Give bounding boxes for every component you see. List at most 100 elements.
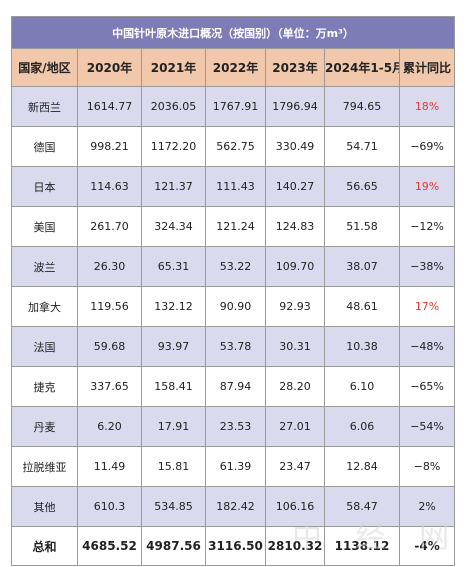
value-2022-cell: 23.53 (205, 406, 266, 447)
header-2022: 2022年 (205, 48, 266, 87)
table-row: 日本 114.63 121.37 111.43 140.27 56.65 19% (11, 166, 456, 207)
header-yoy: 累计同比 (398, 48, 456, 87)
header-2024: 2024年1-5月 (324, 48, 400, 87)
value-2024-cell: 56.65 (324, 166, 400, 207)
country-cell: 其他 (11, 486, 78, 527)
value-2021-cell: 65.31 (141, 246, 206, 287)
yoy-cell: −69% (398, 126, 456, 167)
country-cell: 日本 (11, 166, 78, 207)
yoy-cell: 19% (398, 166, 456, 207)
value-2020-cell: 261.70 (77, 206, 142, 247)
value-2022-cell: 53.78 (205, 326, 266, 367)
value-2024-cell: 38.07 (324, 246, 400, 287)
value-2021-cell: 17.91 (141, 406, 206, 447)
value-2022-cell: 90.90 (205, 286, 266, 327)
value-2020-cell: 26.30 (77, 246, 142, 287)
value-2022-cell: 182.42 (205, 486, 266, 527)
value-2022-cell: 3116.50 (205, 526, 266, 566)
value-2020-cell: 1614.77 (77, 86, 142, 127)
value-2023-cell: 27.01 (265, 406, 325, 447)
yoy-cell: −48% (398, 326, 456, 367)
value-2021-cell: 121.37 (141, 166, 206, 207)
value-2021-cell: 1172.20 (141, 126, 206, 167)
value-2024-cell: 58.47 (324, 486, 400, 527)
table-row: 其他 610.3 534.85 182.42 106.16 58.47 2% (11, 486, 456, 527)
value-2023-cell: 2810.32 (265, 526, 325, 566)
value-2024-cell: 1138.12 (324, 526, 400, 566)
value-2022-cell: 121.24 (205, 206, 266, 247)
value-2023-cell: 109.70 (265, 246, 325, 287)
country-cell: 加拿大 (11, 286, 78, 327)
table-row: 拉脱维亚 11.49 15.81 61.39 23.47 12.84 −8% (11, 446, 456, 487)
value-2021-cell: 93.97 (141, 326, 206, 367)
country-cell: 法国 (11, 326, 78, 367)
import-table: 中国针叶原木进口概况（按国别）（单位：万m³） 国家/地区 2020年 2021… (10, 16, 456, 566)
value-2021-cell: 534.85 (141, 486, 206, 527)
header-row: 国家/地区 2020年 2021年 2022年 2023年 2024年1-5月 … (11, 48, 456, 87)
table-row: 新西兰 1614.77 2036.05 1767.91 1796.94 794.65 18% (11, 86, 456, 127)
table-row: 捷克 337.65 158.41 87.94 28.20 6.10 −65% (11, 366, 456, 407)
yoy-cell: −8% (398, 446, 456, 487)
value-2021-cell: 15.81 (141, 446, 206, 487)
yoy-cell: 2% (398, 486, 456, 527)
table-row: 波兰 26.30 65.31 53.22 109.70 38.07 −38% (11, 246, 456, 287)
total-row: 总和 4685.52 4987.56 3116.50 2810.32 1138.12 -4% (11, 526, 456, 566)
value-2023-cell: 23.47 (265, 446, 325, 487)
value-2020-cell: 114.63 (77, 166, 142, 207)
value-2020-cell: 998.21 (77, 126, 142, 167)
value-2020-cell: 337.65 (77, 366, 142, 407)
value-2020-cell: 119.56 (77, 286, 142, 327)
value-2021-cell: 2036.05 (141, 86, 206, 127)
country-cell: 丹麦 (11, 406, 78, 447)
yoy-cell: 18% (398, 86, 456, 127)
table-row: 德国 998.21 1172.20 562.75 330.49 54.71 −69% (11, 126, 456, 167)
header-2021: 2021年 (141, 48, 206, 87)
country-cell: 总和 (11, 526, 78, 566)
value-2023-cell: 1796.94 (265, 86, 325, 127)
value-2024-cell: 12.84 (324, 446, 400, 487)
value-2022-cell: 61.39 (205, 446, 266, 487)
value-2023-cell: 92.93 (265, 286, 325, 327)
yoy-cell: −54% (398, 406, 456, 447)
value-2024-cell: 54.71 (324, 126, 400, 167)
value-2024-cell: 6.06 (324, 406, 400, 447)
value-2021-cell: 158.41 (141, 366, 206, 407)
table-row: 丹麦 6.20 17.91 23.53 27.01 6.06 −54% (11, 406, 456, 447)
value-2024-cell: 10.38 (324, 326, 400, 367)
header-country: 国家/地区 (11, 48, 78, 87)
country-cell: 新西兰 (11, 86, 78, 127)
value-2020-cell: 610.3 (77, 486, 142, 527)
yoy-cell: −38% (398, 246, 456, 287)
value-2020-cell: 59.68 (77, 326, 142, 367)
value-2021-cell: 4987.56 (141, 526, 206, 566)
value-2023-cell: 30.31 (265, 326, 325, 367)
value-2022-cell: 111.43 (205, 166, 266, 207)
value-2021-cell: 132.12 (141, 286, 206, 327)
table-row: 美国 261.70 324.34 121.24 124.83 51.58 −12% (11, 206, 456, 247)
country-cell: 波兰 (11, 246, 78, 287)
value-2020-cell: 6.20 (77, 406, 142, 447)
value-2023-cell: 28.20 (265, 366, 325, 407)
value-2024-cell: 794.65 (324, 86, 400, 127)
country-cell: 拉脱维亚 (11, 446, 78, 487)
value-2020-cell: 11.49 (77, 446, 142, 487)
value-2022-cell: 87.94 (205, 366, 266, 407)
value-2022-cell: 562.75 (205, 126, 266, 167)
yoy-cell: -4% (398, 526, 456, 566)
country-cell: 捷克 (11, 366, 78, 407)
value-2023-cell: 106.16 (265, 486, 325, 527)
value-2023-cell: 124.83 (265, 206, 325, 247)
value-2023-cell: 140.27 (265, 166, 325, 207)
value-2021-cell: 324.34 (141, 206, 206, 247)
table-row: 加拿大 119.56 132.12 90.90 92.93 48.61 17% (11, 286, 456, 327)
yoy-cell: 17% (398, 286, 456, 327)
value-2023-cell: 330.49 (265, 126, 325, 167)
value-2024-cell: 51.58 (324, 206, 400, 247)
title-row: 中国针叶原木进口概况（按国别）（单位：万m³） (10, 16, 456, 49)
yoy-cell: −12% (398, 206, 456, 247)
value-2024-cell: 48.61 (324, 286, 400, 327)
header-2023: 2023年 (265, 48, 325, 87)
value-2024-cell: 6.10 (324, 366, 400, 407)
value-2022-cell: 1767.91 (205, 86, 266, 127)
